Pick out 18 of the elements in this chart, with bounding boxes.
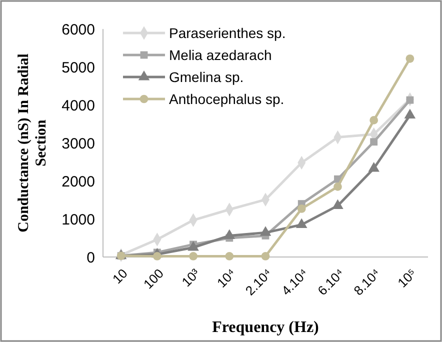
y-tick-label: 0 [86,249,95,266]
x-tick-label: 10⁵ [394,266,420,290]
x-tick-label: 100 [140,266,167,292]
legend-label: Melia azedarach [169,46,272,63]
x-tick-label: 10⁴ [214,266,239,291]
legend-label: Gmelina sp. [169,68,244,85]
y-axis-title: Conductance (nS) In Radial Section [16,54,50,232]
y-tick-label: 6000 [62,21,95,38]
x-tick-label: 10 [110,266,130,287]
y-tick-label: 5000 [62,59,95,76]
y-tick-label: 3000 [62,135,95,152]
y-tick-label: 4000 [62,97,95,114]
x-axis-title: Frequency (Hz) [212,319,319,336]
legend-label: Anthocephalus sp. [169,90,284,107]
legend-label: Paraserienthes sp. [169,24,286,41]
y-tick-label: 2000 [62,173,95,190]
y-tick-label: 1000 [62,211,95,228]
x-tick-label: 10³ [178,265,204,290]
